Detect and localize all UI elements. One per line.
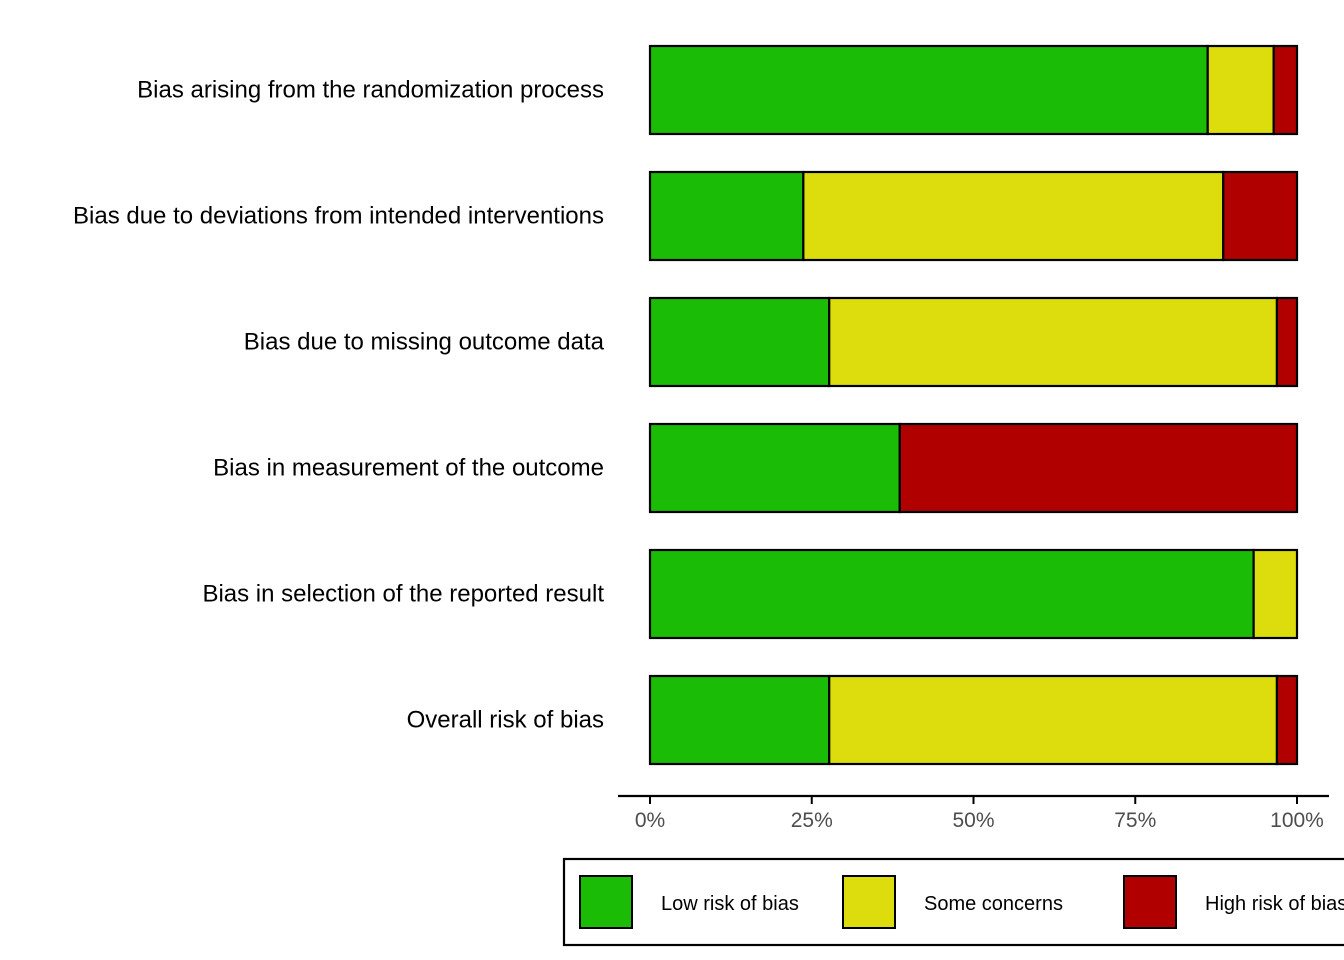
category-label: Overall risk of bias [407,707,604,734]
x-tick-label: 0% [635,809,665,832]
bar-segment-some [1206,44,1275,136]
x-tick-label: 100% [1270,809,1324,832]
category-label: Bias due to deviations from intended int… [73,203,604,230]
stacked-bars [648,44,1299,766]
category-label: Bias due to missing outcome data [244,329,605,356]
x-tick-label: 50% [952,809,994,832]
legend: Low risk of bias Some concerns High risk o… [562,857,1344,947]
bar-segment-low [648,44,1209,136]
bar-segment-low [648,422,901,514]
x-axis: 0% 25% 50% 75% 100% [618,794,1329,832]
bar-segment-some [802,170,1225,262]
bar-segment-some [828,674,1279,766]
bar-segment-low [648,548,1255,640]
legend-key [579,875,633,929]
bar-segment-some [828,296,1279,388]
bar-segment-low [648,674,831,766]
legend-key [842,875,896,929]
bar-segment-high [1222,170,1299,262]
legend-label: High risk of bias [1205,893,1344,915]
bar-segment-low [648,296,831,388]
legend-label: Low risk of bias [661,893,799,915]
category-label: Bias arising from the randomization proc… [137,77,604,104]
legend-box [562,857,1344,947]
bar-segment-low [648,170,805,262]
x-tick-label: 25% [791,809,833,832]
category-labels: Bias arising from the randomization proc… [73,77,605,734]
legend-key [1123,875,1177,929]
bar-segment-high [1275,674,1299,766]
category-label: Bias in selection of the reported result [202,581,604,608]
bar-segment-high [1275,296,1299,388]
bar-segment-high [1272,44,1299,136]
x-tick-label: 75% [1114,809,1156,832]
legend-label: Some concerns [924,893,1063,915]
category-label: Bias in measurement of the outcome [213,455,604,482]
bar-segment-high [898,422,1299,514]
bar-segment-some [1252,548,1299,640]
